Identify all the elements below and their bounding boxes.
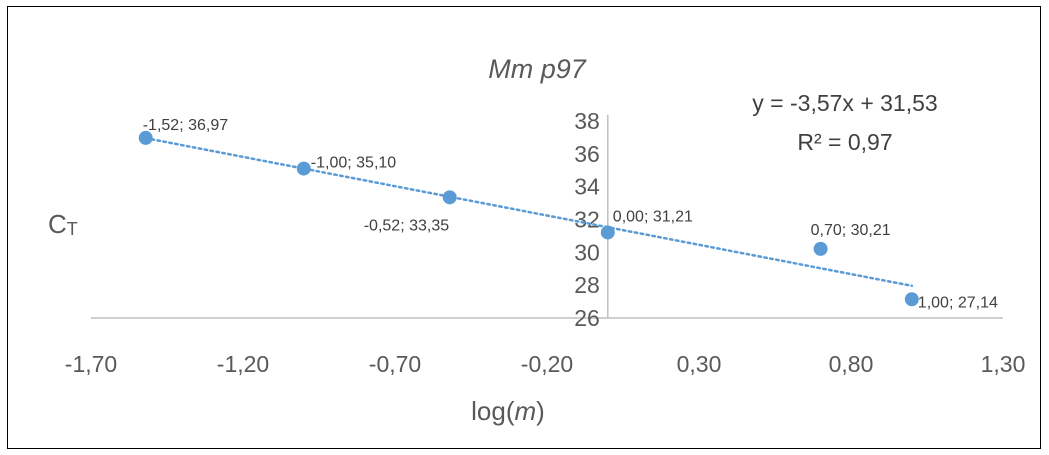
chart-title: Mm p97 — [488, 54, 587, 84]
data-label: 0,00; 31,21 — [613, 208, 693, 225]
data-point — [600, 225, 615, 240]
x-axis-title: log(m) — [471, 396, 545, 426]
x-axis-title-suffix: ) — [536, 396, 545, 426]
data-point — [138, 130, 153, 145]
data-label: -1,52; 36,97 — [143, 117, 229, 134]
trendline-r-squared: R² = 0,97 — [797, 129, 892, 155]
y-tick-label: 34 — [574, 174, 600, 200]
data-point — [296, 161, 311, 176]
trendline-equation: y = -3,57x + 31,53 — [752, 90, 937, 116]
trendline-line — [144, 136, 914, 288]
data-point — [904, 292, 919, 307]
y-tick-label: 26 — [574, 305, 600, 331]
x-tick-label: 1,30 — [981, 351, 1026, 377]
trendline — [144, 136, 914, 288]
data-point — [813, 241, 828, 256]
data-points — [138, 130, 919, 307]
y-tick-label: 28 — [574, 272, 600, 298]
chart-frame — [7, 6, 1041, 449]
y-axis-title-subscript: T — [67, 219, 78, 239]
axes: -1,70 -1,20 -0,70 -0,20 0,30 0,80 1,30 26 28 30 32… — [65, 108, 1026, 377]
x-tick-label: 0,80 — [829, 351, 874, 377]
x-axis-title-variable: m — [515, 396, 537, 426]
data-label: 0,70; 30,21 — [811, 222, 891, 239]
y-tick-label: 32 — [574, 207, 600, 233]
data-labels: -1,52; 36,97 -1,00; 35,10 -0,52; 33,35 0,00… — [143, 117, 998, 311]
y-tick-label: 36 — [574, 141, 600, 167]
data-label: 1,00; 27,14 — [918, 294, 998, 311]
y-axis-title-main: C — [48, 209, 67, 239]
data-label: -1,00; 35,10 — [311, 155, 397, 172]
y-tick-label: 30 — [574, 239, 600, 265]
x-tick-label: 0,30 — [677, 351, 722, 377]
x-tick-label: -1,20 — [217, 351, 269, 377]
y-axis-title: CT — [48, 209, 78, 239]
data-point — [442, 190, 457, 205]
x-tick-label: -0,70 — [369, 351, 421, 377]
x-axis-title-prefix: log( — [471, 396, 515, 426]
x-tick-label: -1,70 — [65, 351, 117, 377]
y-tick-label: 38 — [574, 108, 600, 134]
data-label: -0,52; 33,35 — [364, 217, 450, 234]
x-tick-label: -0,20 — [521, 351, 573, 377]
